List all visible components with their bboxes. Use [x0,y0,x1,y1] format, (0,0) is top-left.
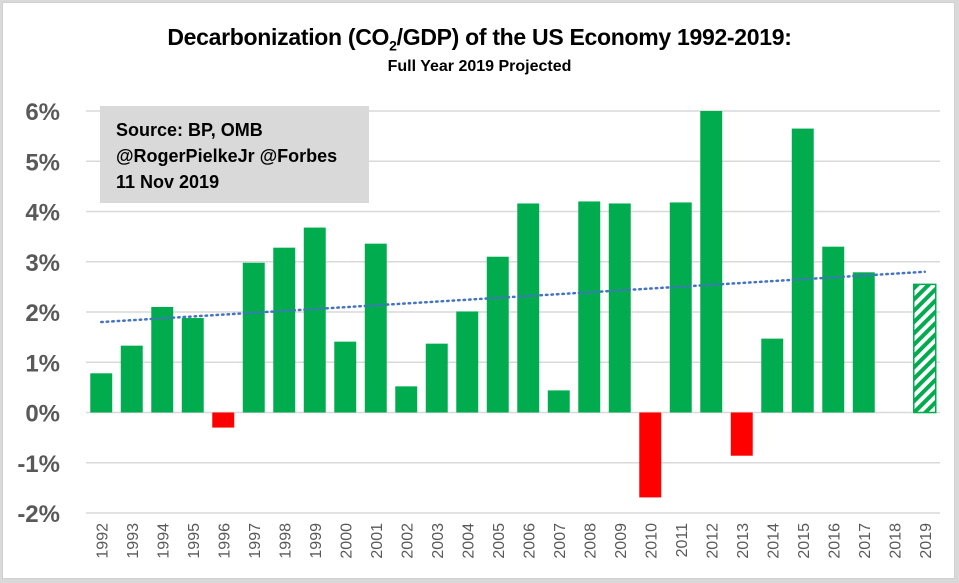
x-tick-label: 2013 [735,523,752,559]
y-tick-label: 2% [25,300,60,327]
x-tick-label: 2003 [430,523,447,559]
x-tick-label: 1993 [125,523,142,559]
x-tick-label: 1999 [308,523,325,559]
bar-2019 [913,283,937,414]
y-tick-label: 1% [25,350,60,377]
bar-2015 [791,128,814,413]
bar-2016 [822,246,845,413]
x-tick-label: 2015 [796,523,813,559]
x-tick-label: 2009 [613,523,630,559]
x-tick-label: 2014 [765,523,782,559]
y-tick-label: 6% [25,99,60,126]
bar-2005 [486,256,509,413]
bar-2000 [334,341,357,413]
bar-2002 [395,386,418,413]
x-tick-label: 1996 [216,523,233,559]
x-tick-label: 1994 [155,523,172,559]
bar-1994 [151,306,174,413]
bar-2010 [639,412,662,498]
x-tick-label: 1998 [277,523,294,559]
x-tick-label: 1992 [94,523,111,559]
x-tick-label: 2004 [460,523,477,559]
annotation-line-date: 11 Nov 2019 [116,172,220,192]
annotation-line-source: Source: BP, OMB [116,120,263,140]
bar-2013 [730,412,753,456]
y-tick-label: 5% [25,149,60,176]
x-tick-label: 2011 [674,523,691,558]
chart-title: Decarbonization (CO2/GDP) of the US Econ… [0,24,959,54]
title-subscript: 2 [389,37,397,54]
y-tick-label: -1% [17,451,60,478]
annotation-line-handles: @RogerPielkeJr @Forbes [116,146,338,166]
bar-2012 [700,111,723,413]
x-tick-label: 2018 [887,523,904,559]
bar-2007 [547,390,570,413]
bar-1998 [273,247,296,413]
x-tick-label: 2012 [704,523,721,559]
bar-2006 [517,203,540,413]
x-tick-label: 2005 [491,523,508,559]
bar-2017 [852,272,875,413]
x-tick-label: 2006 [521,523,538,559]
x-tick-label: 2007 [552,523,569,559]
y-tick-label: 3% [25,250,60,277]
x-axis-tick-labels: 1992 1993 1994 1995 1996 1997 1998 1999 2000 2001… [94,523,935,559]
bar-2008 [578,201,601,413]
bar-2014 [761,338,784,413]
bar-1999 [303,227,326,413]
bar-1996 [212,412,235,428]
bar-1995 [181,318,204,413]
bar-2003 [425,343,448,413]
trendline [100,270,926,324]
x-tick-label: 2008 [582,523,599,559]
x-tick-label: 2017 [857,523,874,559]
source-annotation-box: Source: BP, OMB @RogerPielkeJr @Forbes 1… [100,106,369,203]
bar-1997 [242,262,265,413]
bar-2001 [364,243,387,413]
bar-1992 [90,373,113,413]
bars [90,111,937,498]
trendline-line [100,270,926,324]
x-tick-label: 2010 [643,523,660,559]
y-tick-label: 0% [25,401,60,428]
chart-subtitle: Full Year 2019 Projected [387,58,572,75]
x-tick-label: 1997 [247,523,264,559]
x-tick-label: 2002 [399,523,416,559]
y-tick-label: -2% [17,501,60,528]
x-tick-label: 2000 [338,523,355,559]
bar-2011 [669,202,692,413]
y-tick-label: 4% [25,200,60,227]
x-tick-label: 2019 [918,523,935,559]
x-tick-label: 2001 [369,523,386,559]
bar-1993 [120,345,143,413]
title-text-pre: Decarbonization (CO [167,24,390,50]
bar-2004 [456,311,479,413]
x-tick-label: 1995 [186,523,203,559]
bar-2009 [608,203,631,413]
x-tick-label: 2016 [826,523,843,559]
title-text-post: /GDP) of the US Economy 1992-2019: [396,24,792,50]
y-axis-tick-labels: -2% -1% 0% 1% 2% 3% 4% 5% 6% [17,99,60,528]
